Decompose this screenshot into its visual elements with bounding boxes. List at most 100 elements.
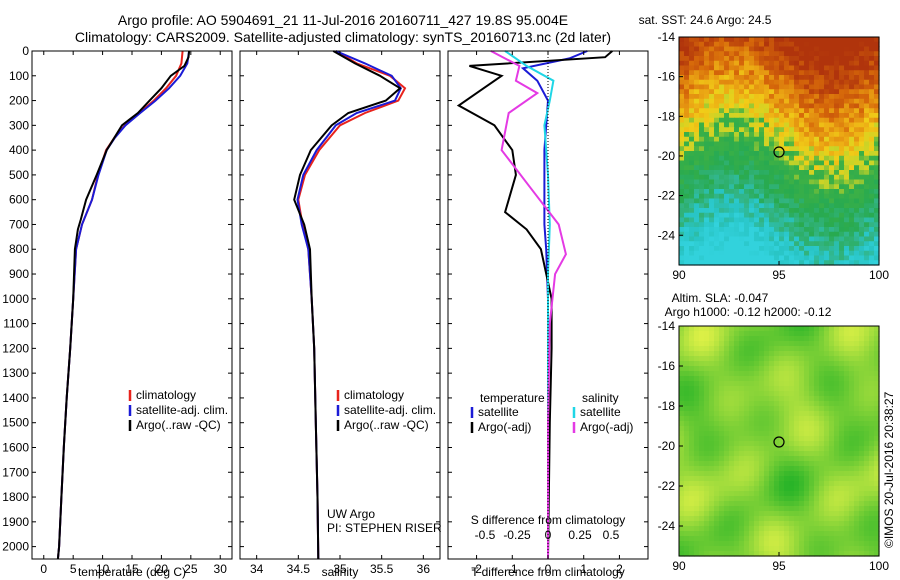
top-tick-label: 0.5 <box>603 528 620 542</box>
y-tick-label: 500 <box>9 168 29 182</box>
imos-credit: ©IMOS 20-Jul-2016 20:38:27 <box>882 391 896 548</box>
legend-label: satellite <box>478 405 519 419</box>
x-tick-label: -1 <box>507 562 518 576</box>
map-x-tick-label: 100 <box>869 559 889 573</box>
x-tick-label: 0 <box>40 562 47 576</box>
map-y-tick-label: -24 <box>658 519 676 533</box>
x-tick-label: 35.5 <box>370 562 394 576</box>
x-axis-label: temperature (deg C) <box>78 565 186 579</box>
top-tick-label: -0.25 <box>503 528 531 542</box>
legend-label: climatology <box>344 388 404 402</box>
x-tick-label: 5 <box>70 562 77 576</box>
x-tick-label: -2 <box>471 562 482 576</box>
legend-label: satellite <box>580 405 621 419</box>
map-y-tick-label: -14 <box>658 30 676 44</box>
plot-frame <box>239 50 441 560</box>
y-tick-label: 1900 <box>2 515 29 529</box>
sla-map: 90 95 100 -14 -16 -18 -20 -22 -24 <box>658 319 890 573</box>
top-tick-label: 0 <box>545 528 552 542</box>
series-line-2 <box>504 50 555 559</box>
temperature-panel: 0 5 10 15 20 25 300100200300400500600700800900… <box>2 44 233 579</box>
map-y-tick-label: -20 <box>658 439 676 453</box>
argo-location-marker <box>773 146 785 158</box>
y-tick-label: 1500 <box>2 416 29 430</box>
header-line2: Climatology: CARS2009. Satellite-adjuste… <box>75 29 611 45</box>
y-tick-label: 1600 <box>2 440 29 454</box>
map-x-tick-label: 100 <box>869 268 889 282</box>
map-y-tick-label: -22 <box>658 189 676 203</box>
map-y-tick-label: -18 <box>658 399 676 413</box>
x-tick-label: 1 <box>580 562 587 576</box>
x-tick-label: 0 <box>545 562 552 576</box>
legend-label: satellite-adj. clim. <box>344 403 436 417</box>
sst-map-title: sat. SST: 24.6 Argo: 24.5 <box>639 13 772 27</box>
series-line-1 <box>456 50 613 560</box>
map-y-tick-label: -14 <box>658 319 676 333</box>
y-tick-label: 1700 <box>2 465 29 479</box>
sst-map: 90 95 100 -14 -16 -18 -20 -22 -24 <box>658 30 890 282</box>
series-line-3 <box>490 50 567 559</box>
map-x-tick-label: 90 <box>672 268 686 282</box>
x-tick-label: 34 <box>250 562 264 576</box>
map-y-tick-label: -18 <box>658 109 676 123</box>
legend-label: Argo(-adj) <box>478 420 531 434</box>
series-line-2 <box>56 50 191 560</box>
series-line-0 <box>520 50 588 559</box>
map-x-tick-label: 90 <box>672 559 686 573</box>
series-line-0 <box>297 50 407 560</box>
x-tick-label: 2 <box>616 562 623 576</box>
map-y-tick-label: -16 <box>658 70 676 84</box>
y-tick-label: 700 <box>9 217 29 231</box>
y-tick-label: 1100 <box>3 317 29 331</box>
legend-salinity-title: salinity <box>582 391 619 405</box>
y-tick-label: 1300 <box>2 366 29 380</box>
map-y-tick-label: -22 <box>658 479 676 493</box>
x-tick-label: 34.5 <box>287 562 311 576</box>
top-tick-label: -0.5 <box>475 528 496 542</box>
x-tick-label: 36 <box>417 562 431 576</box>
map-x-tick-label: 95 <box>772 559 786 573</box>
y-tick-label: 0 <box>22 44 29 58</box>
y-tick-label: 400 <box>9 143 29 157</box>
y-tick-label: 600 <box>9 193 29 207</box>
y-tick-label: 800 <box>9 242 29 256</box>
header-line1: Argo profile: AO 5904691_21 11-Jul-2016 … <box>118 12 568 28</box>
series-line-2 <box>293 50 402 560</box>
y-tick-label: 1400 <box>2 391 29 405</box>
x-axis-label: salinity <box>322 565 359 579</box>
y-tick-label: 100 <box>9 69 29 83</box>
legend-label: Argo(-adj) <box>580 420 633 434</box>
y-tick-label: 300 <box>9 118 29 132</box>
x-tick-label: 20 <box>155 562 169 576</box>
y-tick-label: 900 <box>9 267 29 281</box>
x-tick-label: 10 <box>96 562 110 576</box>
annotation-line2: PI: STEPHEN RISER <box>327 521 442 535</box>
annotation-line1: UW Argo <box>327 507 375 521</box>
x-axis-label: T difference from climatology <box>471 565 625 579</box>
y-tick-label: 1800 <box>2 490 29 504</box>
x-tick-label: 35 <box>333 562 347 576</box>
x-tick-label: 15 <box>125 562 139 576</box>
map-y-tick-label: -20 <box>658 149 676 163</box>
top-axis-label: S difference from climatology <box>471 513 626 527</box>
x-tick-label: 30 <box>214 562 228 576</box>
salinity-panel: 34 34.5 35 35.5 36 salinity climatologysatelli… <box>239 50 442 579</box>
y-tick-label: 200 <box>9 94 29 108</box>
legend-label: Argo(..raw -QC) <box>344 418 429 432</box>
map-image <box>679 37 880 266</box>
series-line-1 <box>56 50 191 560</box>
y-tick-label: 2000 <box>2 540 29 554</box>
sla-map-title-1: Altim. SLA: -0.047 <box>672 291 769 305</box>
x-tick-label: 25 <box>184 562 198 576</box>
legend-label: climatology <box>136 388 196 402</box>
legend-temperature-title: temperature <box>480 391 545 405</box>
legend-label: satellite-adj. clim. <box>136 403 228 417</box>
map-y-tick-label: -16 <box>658 359 676 373</box>
difference-panel: -2 -1 0 1 2T difference from climatology temp… <box>447 50 649 579</box>
y-tick-label: 1200 <box>2 341 29 355</box>
argo-location-marker <box>773 436 785 448</box>
legend-label: Argo(..raw -QC) <box>136 418 221 432</box>
y-tick-label: 1000 <box>2 292 29 306</box>
sla-map-title-2: Argo h1000: -0.12 h2000: -0.12 <box>665 305 832 319</box>
